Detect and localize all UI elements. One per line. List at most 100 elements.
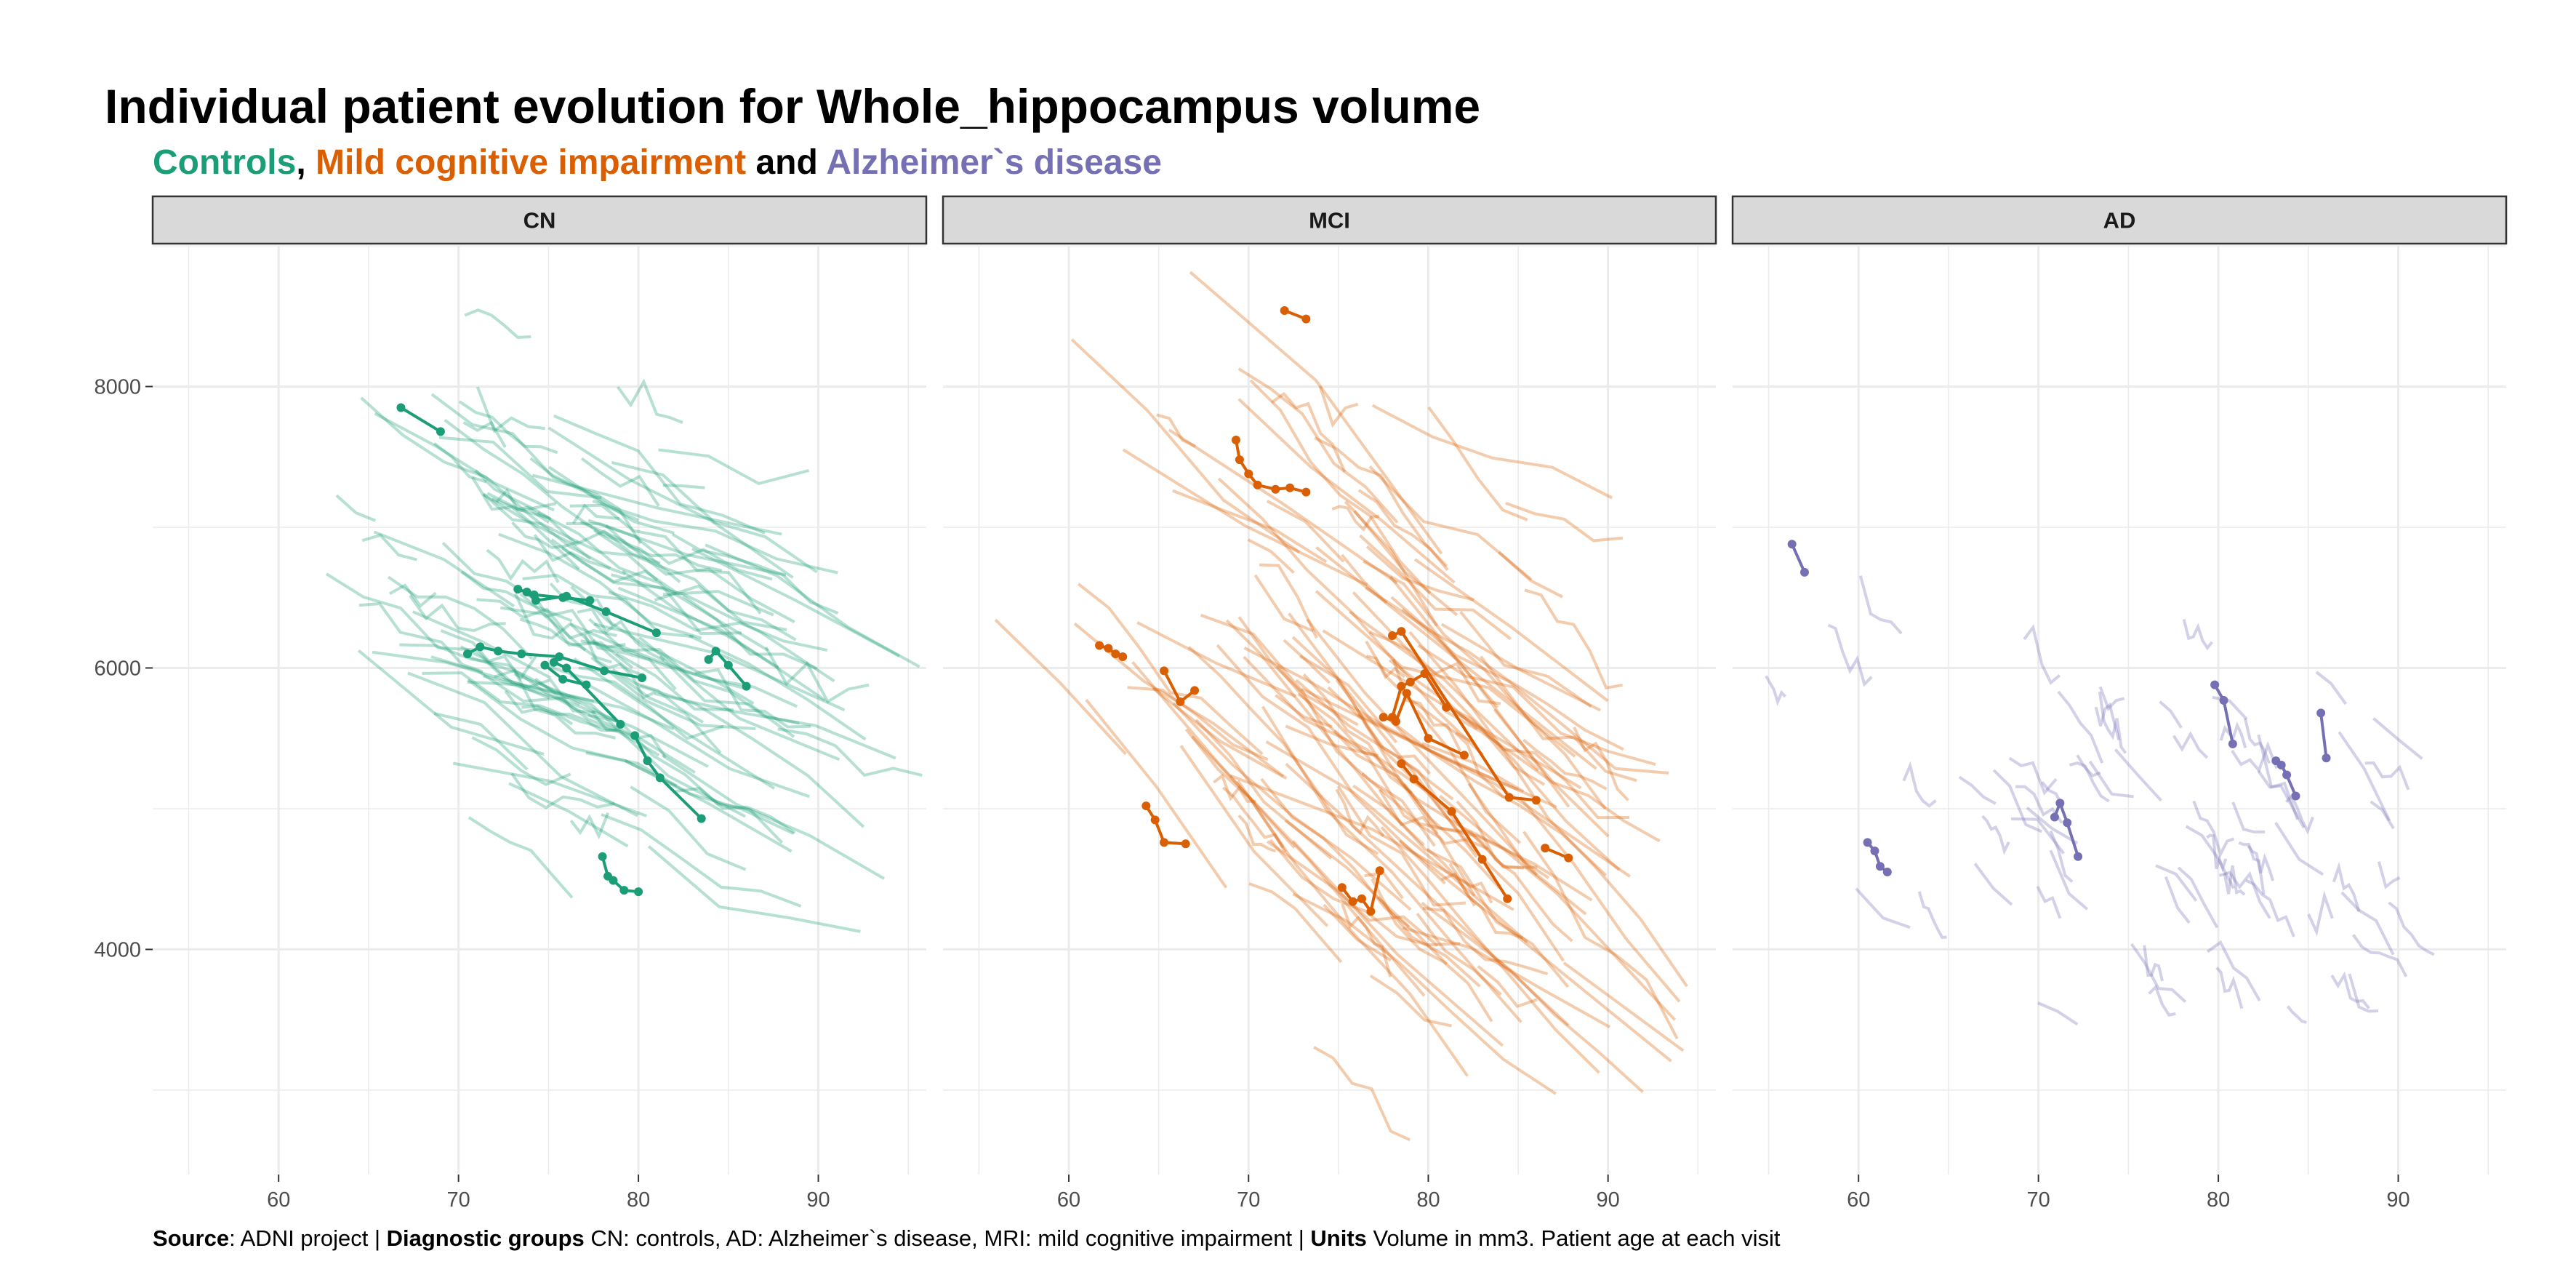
background-trajectory-line: [587, 713, 784, 844]
background-trajectory-line: [1371, 404, 1613, 500]
trajectory-point: [549, 657, 558, 667]
background-trajectory-line: [1380, 825, 1600, 1074]
background-trajectory-line: [2388, 901, 2435, 956]
trajectory-point: [1366, 907, 1376, 916]
background-trajectory-line: [691, 547, 901, 657]
trajectory-point: [2291, 791, 2300, 801]
background-trajectory-line: [624, 759, 793, 853]
background-trajectory-line: [2351, 934, 2408, 977]
background-trajectory-line: [2238, 841, 2266, 895]
background-trajectory-line: [358, 602, 483, 673]
background-trajectory-line: [412, 610, 552, 679]
x-tick-label: 70: [447, 1188, 470, 1212]
faceted-line-chart: CN 60 70 80 90 MCI 60 70 80 90 AD 60 70 80 90 4000 6000 8…: [94, 195, 2508, 1212]
background-trajectory-line: [1299, 655, 1398, 744]
background-trajectory-line: [471, 736, 571, 786]
background-trajectory-line: [1295, 679, 1454, 801]
background-trajectory-line: [1440, 872, 1523, 940]
background-trajectory-line: [1156, 413, 1197, 448]
background-trajectory-line: [2284, 793, 2315, 835]
background-trajectory-line: [1365, 640, 1472, 743]
caption-units-label: Units: [1310, 1225, 1367, 1251]
background-trajectory-line: [1365, 545, 1474, 601]
background-trajectory-line: [1477, 965, 1538, 1009]
background-trajectory-line: [1291, 636, 1565, 962]
x-tick-label: 90: [2386, 1188, 2410, 1212]
background-trajectory-line: [444, 418, 681, 583]
trajectory-point: [1253, 480, 1262, 489]
background-trajectory-line: [2377, 861, 2401, 889]
trajectory-point: [1111, 649, 1120, 659]
trajectory-point: [2055, 799, 2065, 808]
background-trajectory-line: [2036, 886, 2062, 919]
background-trajectory-line: [1390, 596, 1624, 751]
background-trajectory-line: [1315, 590, 1576, 758]
background-trajectory-line: [1366, 655, 1406, 679]
background-trajectory-line: [387, 575, 534, 660]
background-trajectory-line: [2057, 690, 2104, 764]
background-trajectory-line: [573, 657, 776, 790]
trajectory-point: [1235, 455, 1244, 465]
trajectory-point: [638, 673, 647, 682]
trajectory-point: [1181, 839, 1190, 849]
trajectory-point: [1420, 669, 1429, 679]
background-trajectory-line: [662, 590, 774, 617]
background-trajectory-line: [1318, 385, 1359, 428]
background-trajectory-line: [464, 308, 531, 339]
background-trajectory-line: [1283, 639, 1331, 684]
trajectory-point: [1424, 734, 1433, 743]
background-trajectory-line: [2330, 971, 2370, 1009]
background-trajectory-line: [1237, 814, 1277, 853]
background-trajectory-line: [1855, 887, 1911, 929]
background-trajectory-line: [994, 618, 1127, 756]
background-trajectory-line: [617, 586, 826, 702]
x-tick-label: 80: [1416, 1188, 1440, 1212]
highlighted-trajectory-line: [1866, 841, 1889, 873]
background-trajectory-line: [467, 679, 678, 788]
background-trajectory-line: [531, 473, 782, 536]
trajectory-point: [601, 607, 611, 617]
background-trajectory-line: [639, 684, 865, 828]
trajectory-point: [1397, 759, 1406, 769]
background-trajectory-line: [1371, 878, 1493, 1023]
background-trajectory-line: [1247, 538, 1295, 575]
background-trajectory-line: [1421, 901, 1644, 1094]
background-trajectory-line: [1369, 975, 1452, 1028]
trajectory-point: [1397, 681, 1406, 691]
background-trajectory-line: [460, 645, 596, 714]
background-trajectory-line: [521, 705, 617, 732]
background-trajectory-line: [1519, 796, 1681, 1003]
background-trajectory-line: [2244, 718, 2271, 764]
background-trajectory-line: [462, 420, 507, 448]
trajectory-point: [558, 674, 568, 684]
trajectory-point: [2228, 739, 2237, 748]
trajectory-point: [1870, 846, 1879, 855]
trajectory-point: [697, 814, 706, 823]
trajectory-point: [1787, 540, 1797, 549]
trajectory-point: [522, 587, 531, 596]
background-trajectory-line: [2076, 754, 2101, 777]
background-trajectory-line: [590, 656, 756, 730]
trajectory-point: [1799, 567, 1809, 577]
background-trajectory-line: [508, 782, 629, 848]
trajectory-point: [582, 680, 591, 689]
background-trajectory-line: [1172, 489, 1328, 564]
background-trajectory-line: [1459, 610, 1592, 708]
background-trajectory-line: [1416, 709, 1522, 844]
background-trajectory-line: [511, 521, 579, 550]
trajectory-point: [396, 403, 406, 412]
trajectory-point: [651, 628, 661, 638]
background-trajectory-line: [2372, 717, 2423, 760]
background-trajectory-line: [1331, 505, 1380, 532]
trajectory-point: [1541, 844, 1550, 853]
background-trajectory-line: [2332, 861, 2361, 912]
background-trajectory-line: [2247, 844, 2275, 881]
background-trajectory-line: [476, 386, 545, 433]
background-trajectory-line: [1522, 831, 1679, 1040]
background-trajectory-line: [513, 593, 626, 649]
background-trajectory-line: [1184, 728, 1285, 849]
trajectory-point: [1409, 775, 1419, 784]
background-trajectory-line: [2315, 671, 2348, 705]
trajectory-point: [2074, 852, 2083, 861]
background-trajectory-line: [1225, 619, 1425, 847]
